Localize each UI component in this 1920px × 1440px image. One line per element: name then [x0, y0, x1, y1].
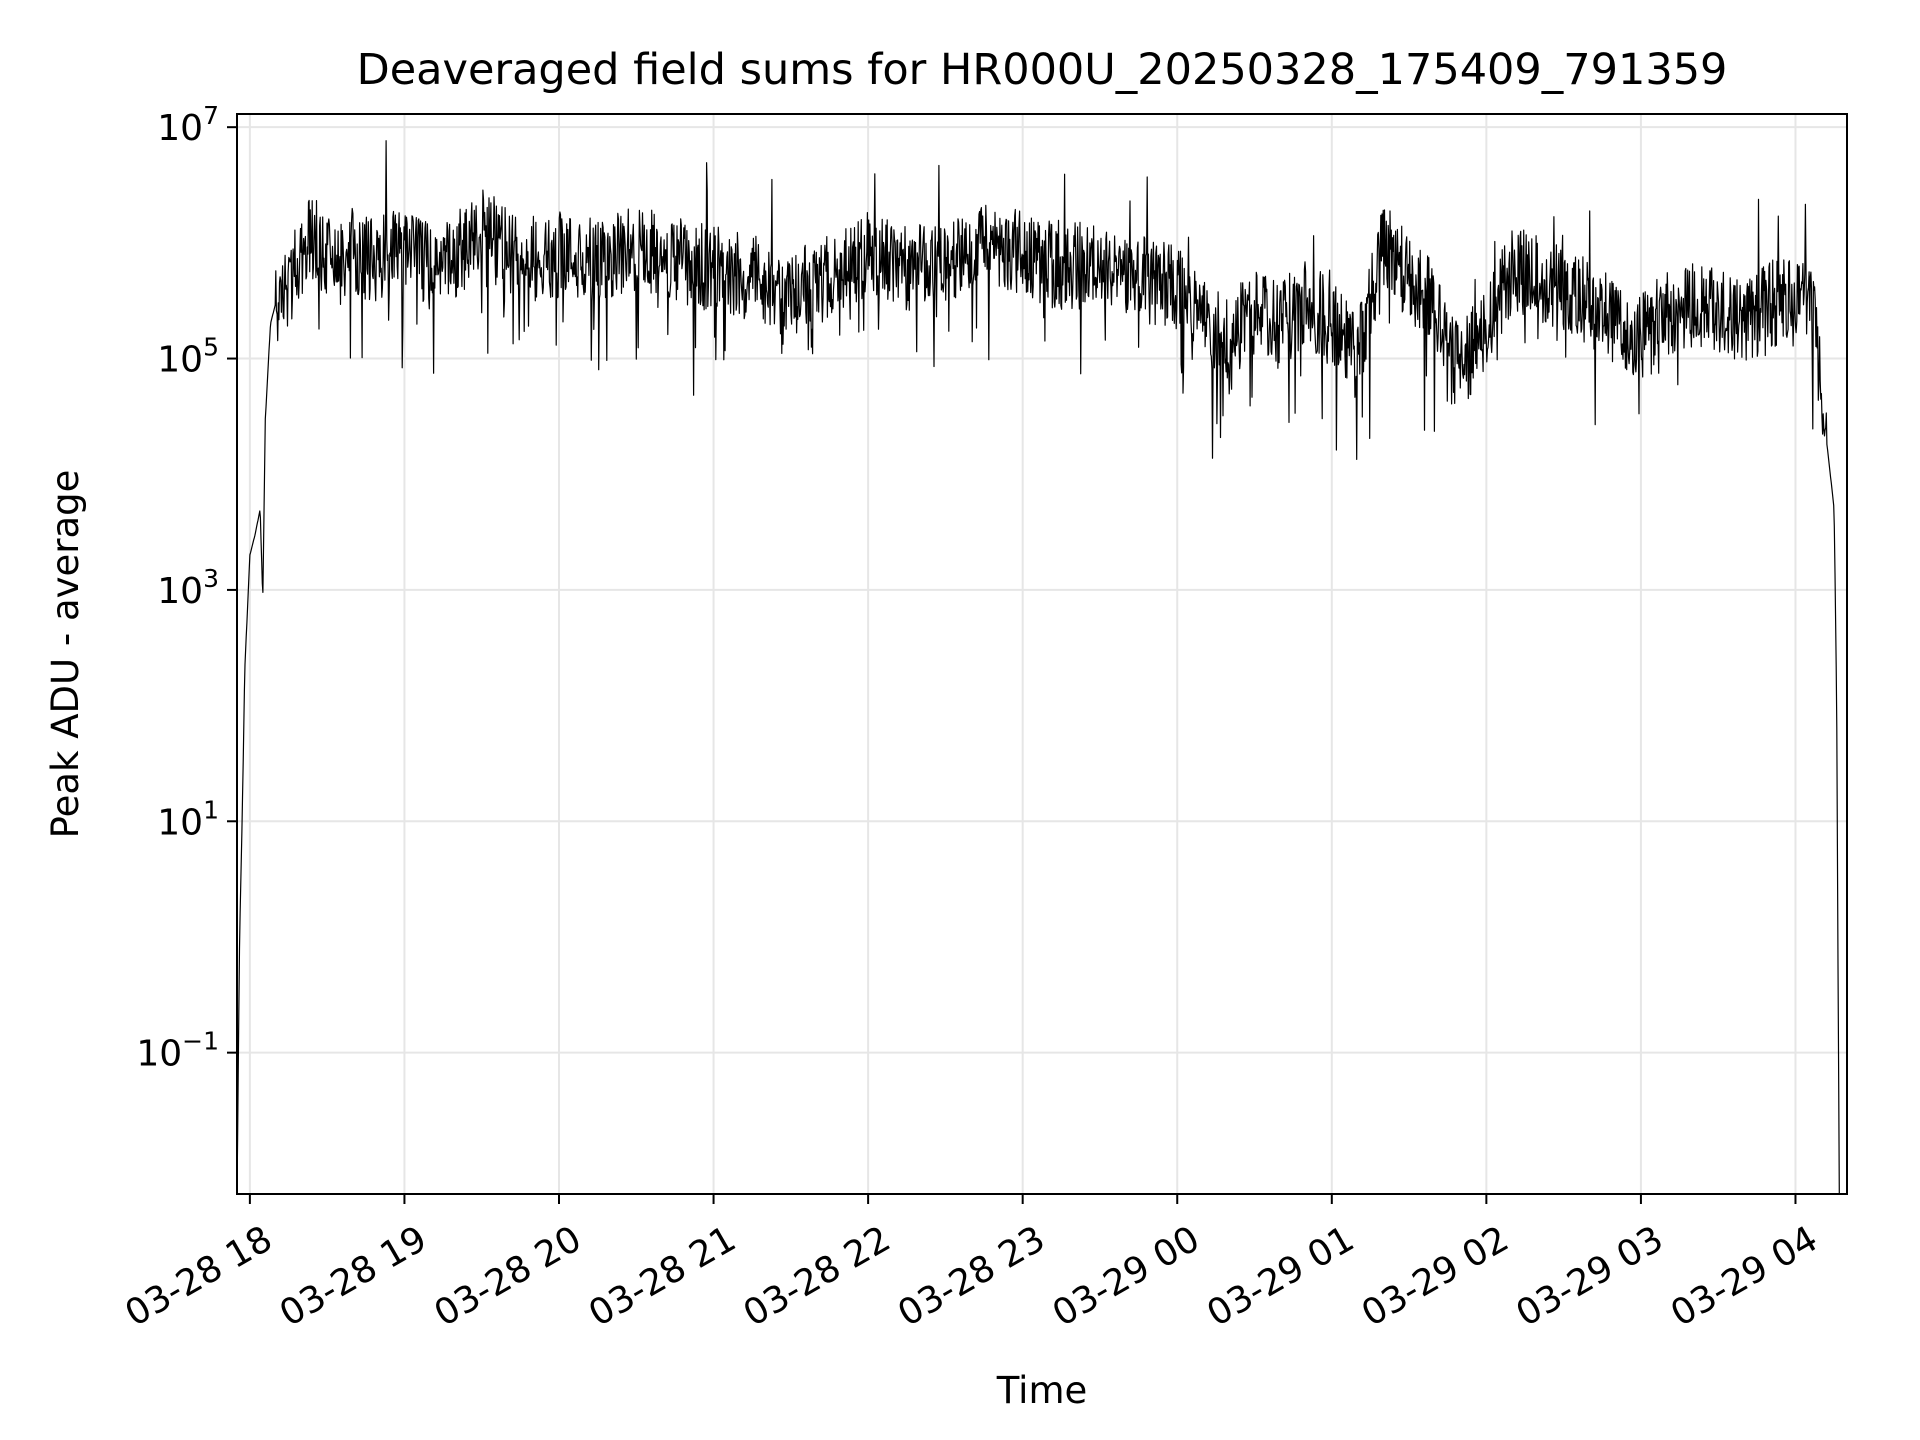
- y-tick-exponent: 1: [203, 795, 219, 824]
- x-axis-label: Time: [996, 1369, 1088, 1412]
- y-tick-exponent: 7: [203, 101, 219, 130]
- series-line: [236, 140, 1840, 1195]
- y-tick-label: 101: [157, 795, 219, 843]
- y-tick-base: 10: [136, 1034, 182, 1075]
- y-tick-label: 107: [157, 101, 219, 149]
- y-tick-exponent: −1: [182, 1027, 219, 1056]
- y-tick-base: 10: [157, 802, 203, 843]
- line-layer: [236, 140, 1840, 1195]
- y-tick-base: 10: [157, 571, 203, 612]
- y-tick-base: 10: [157, 340, 203, 381]
- y-axis-label: Peak ADU - average: [44, 470, 87, 839]
- y-tick-base: 10: [157, 108, 203, 149]
- grid-layer: [237, 114, 1847, 1194]
- y-tick-label: 10−1: [136, 1027, 219, 1075]
- plot-frame: [236, 113, 1848, 1195]
- y-tick-exponent: 5: [203, 333, 219, 362]
- y-tick-label: 103: [157, 564, 219, 612]
- y-tick-exponent: 3: [203, 564, 219, 593]
- y-tick-label: 105: [157, 333, 219, 381]
- chart-title: Deaveraged field sums for HR000U_2025032…: [357, 45, 1728, 95]
